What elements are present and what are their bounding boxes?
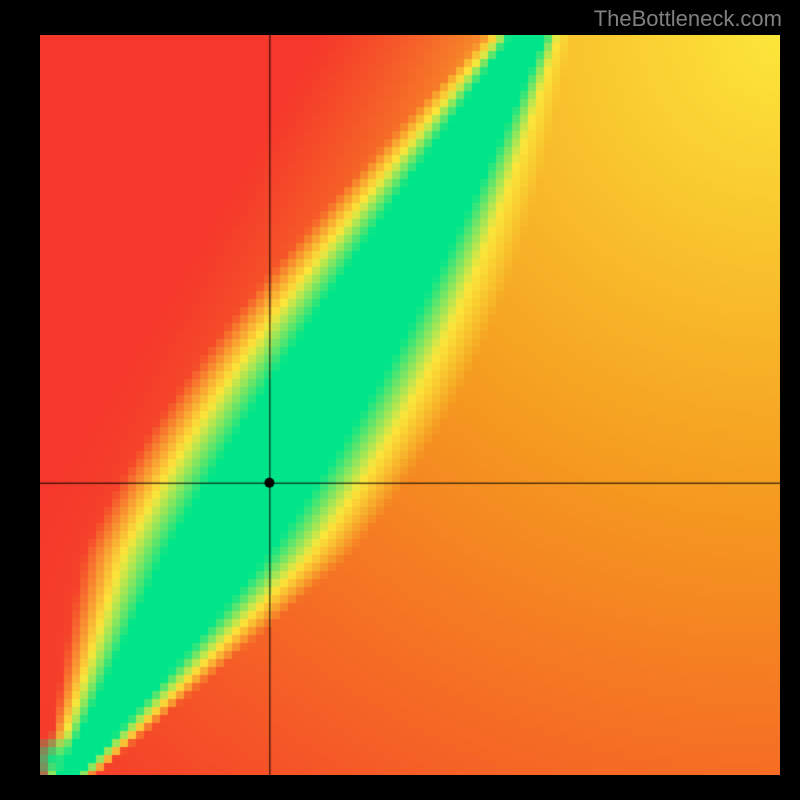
heatmap-plot [40,35,780,775]
heatmap-canvas [40,35,780,775]
watermark-text: TheBottleneck.com [594,6,782,32]
chart-container: TheBottleneck.com [0,0,800,800]
